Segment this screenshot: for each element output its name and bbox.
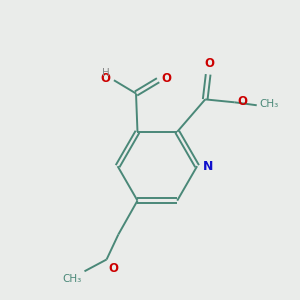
Text: O: O (108, 262, 118, 275)
Text: O: O (162, 72, 172, 85)
Text: CH₃: CH₃ (62, 274, 82, 284)
Text: O: O (100, 72, 110, 85)
Text: H: H (102, 68, 110, 78)
Text: O: O (237, 94, 247, 108)
Text: CH₃: CH₃ (260, 99, 279, 109)
Text: N: N (202, 160, 213, 173)
Text: O: O (205, 57, 214, 70)
